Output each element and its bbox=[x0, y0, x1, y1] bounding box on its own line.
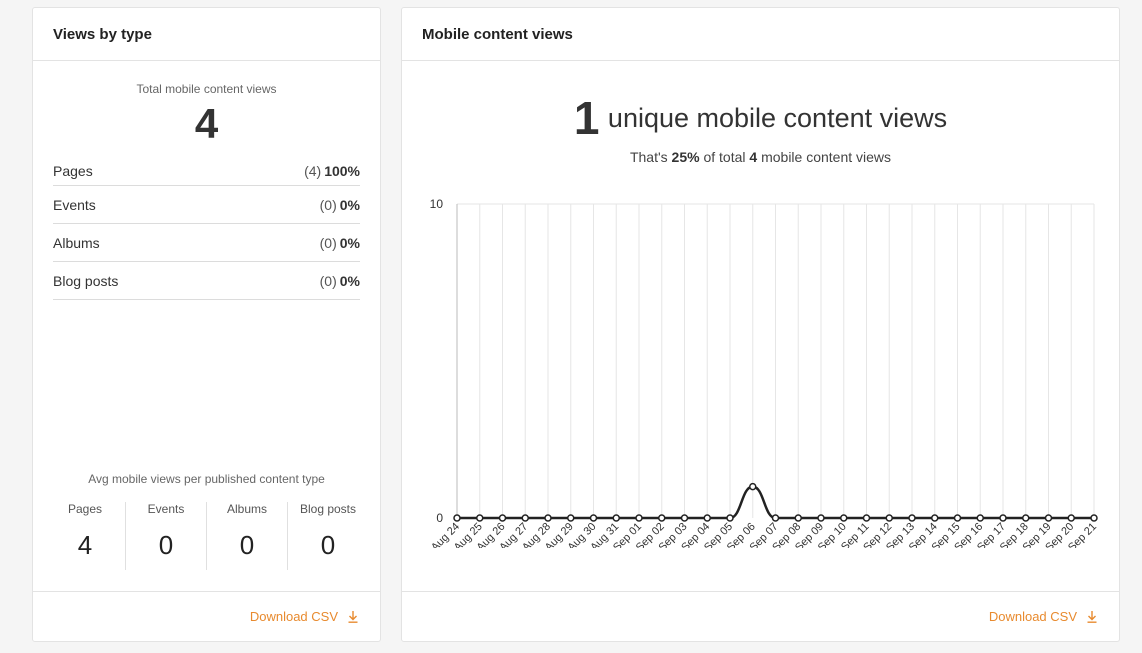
subline-middle: of total bbox=[703, 149, 746, 165]
avg-views-grid: Pages 4 Events 0 Albums 0 Blog posts 0 bbox=[45, 502, 368, 570]
download-csv-link[interactable]: Download CSV bbox=[250, 609, 358, 624]
type-name: Events bbox=[53, 196, 96, 213]
data-point[interactable] bbox=[976, 514, 984, 522]
type-percent: 100% bbox=[324, 162, 360, 179]
data-point[interactable] bbox=[1090, 514, 1098, 522]
type-name: Blog posts bbox=[53, 272, 119, 289]
download-csv-link[interactable]: Download CSV bbox=[989, 609, 1097, 624]
data-point[interactable] bbox=[635, 514, 643, 522]
avg-col-label: Albums bbox=[226, 502, 267, 516]
mobile-content-views-card: Mobile content views 1 unique mobile con… bbox=[401, 7, 1120, 642]
data-point[interactable] bbox=[544, 514, 552, 522]
data-point[interactable] bbox=[521, 514, 529, 522]
avg-col-blog-posts: Blog posts 0 bbox=[287, 502, 368, 570]
type-row-albums: Albums (0) 0% bbox=[53, 224, 360, 262]
data-point[interactable] bbox=[908, 514, 916, 522]
data-point[interactable] bbox=[771, 514, 780, 522]
data-point[interactable] bbox=[862, 514, 871, 522]
data-point[interactable] bbox=[680, 514, 689, 522]
y-tick-label: 10 bbox=[430, 197, 444, 211]
avg-col-value: 4 bbox=[77, 530, 93, 560]
avg-col-albums: Albums 0 bbox=[206, 502, 287, 570]
total-views-label: Total mobile content views bbox=[136, 82, 277, 96]
data-point[interactable] bbox=[1067, 514, 1075, 522]
data-point[interactable] bbox=[885, 514, 893, 522]
data-point[interactable] bbox=[953, 514, 962, 522]
type-row-blog-posts: Blog posts (0) 0% bbox=[53, 262, 360, 300]
data-point[interactable] bbox=[931, 514, 939, 522]
download-icon bbox=[348, 610, 358, 623]
data-point[interactable] bbox=[498, 514, 507, 522]
avg-col-label: Pages bbox=[67, 502, 103, 516]
chart-container: 0 10 Aug 24 Aug 25 Aug 26 Aug 27 Aug 28 Aug 29 A… bbox=[402, 188, 1119, 548]
avg-col-events: Events 0 bbox=[125, 502, 206, 570]
type-list: Pages (4) 100% Events (0) 0% Albums (0) 0% … bbox=[53, 156, 360, 300]
views-by-type-card: Views by type Total mobile content views… bbox=[32, 7, 381, 642]
data-point[interactable] bbox=[453, 514, 461, 522]
card-footer: Download CSV bbox=[33, 591, 380, 641]
avg-col-value: 0 bbox=[158, 530, 174, 560]
data-point[interactable] bbox=[1022, 514, 1030, 522]
type-name: Pages bbox=[53, 162, 93, 179]
mobile-content-views-title: Mobile content views bbox=[402, 8, 1119, 61]
avg-col-value: 0 bbox=[320, 530, 336, 560]
card-footer: Download CSV bbox=[402, 591, 1119, 641]
type-percent: 0% bbox=[339, 196, 360, 213]
type-name: Albums bbox=[53, 234, 100, 251]
data-point[interactable] bbox=[703, 514, 711, 522]
download-icon bbox=[1087, 610, 1097, 623]
unique-views-subline: That's 25% of total 4 mobile content vie… bbox=[402, 149, 1119, 165]
views-by-type-title: Views by type bbox=[33, 8, 380, 61]
download-csv-label: Download CSV bbox=[988, 609, 1077, 624]
avg-col-label: Blog posts bbox=[299, 502, 357, 516]
unique-views-text: unique mobile content views bbox=[607, 102, 948, 133]
subline-suffix: mobile content views bbox=[761, 149, 892, 165]
total-views-value: 4 bbox=[194, 100, 219, 147]
data-point[interactable] bbox=[726, 514, 734, 522]
subline-prefix: That's bbox=[629, 149, 668, 165]
data-point[interactable] bbox=[817, 514, 825, 522]
unique-views-headline: 1 unique mobile content views bbox=[402, 91, 1119, 145]
data-point[interactable] bbox=[1044, 514, 1053, 522]
data-point[interactable] bbox=[658, 514, 666, 522]
type-count: (4) bbox=[304, 162, 322, 179]
data-point[interactable] bbox=[476, 514, 484, 522]
data-point[interactable] bbox=[589, 514, 598, 522]
avg-views-section: Avg mobile views per published content t… bbox=[33, 472, 380, 570]
type-count: (0) bbox=[319, 196, 337, 213]
type-row-pages: Pages (4) 100% bbox=[53, 156, 360, 186]
data-point[interactable] bbox=[749, 482, 757, 491]
data-point[interactable] bbox=[794, 514, 802, 522]
data-point[interactable] bbox=[999, 514, 1007, 522]
type-row-events: Events (0) 0% bbox=[53, 186, 360, 224]
type-count: (0) bbox=[319, 234, 337, 251]
unique-views-value: 1 bbox=[573, 92, 600, 144]
type-percent: 0% bbox=[339, 234, 360, 251]
avg-col-value: 0 bbox=[239, 530, 255, 560]
data-point[interactable] bbox=[612, 514, 620, 522]
avg-col-pages: Pages 4 bbox=[45, 502, 125, 570]
type-percent: 0% bbox=[339, 272, 360, 289]
y-tick-label: 0 bbox=[436, 511, 443, 525]
avg-views-title: Avg mobile views per published content t… bbox=[88, 472, 325, 486]
avg-col-label: Events bbox=[147, 502, 185, 516]
data-point[interactable] bbox=[567, 514, 575, 522]
subline-total: 4 bbox=[749, 149, 758, 165]
data-point[interactable] bbox=[840, 514, 848, 522]
subline-percent: 25% bbox=[671, 149, 700, 165]
type-count: (0) bbox=[319, 272, 337, 289]
download-csv-label: Download CSV bbox=[249, 609, 338, 624]
